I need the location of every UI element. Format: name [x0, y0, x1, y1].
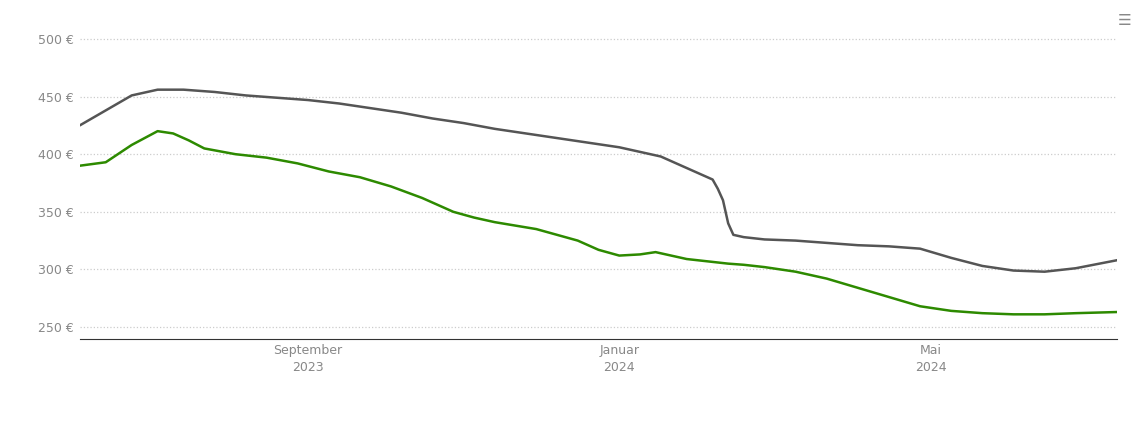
Text: ☰: ☰	[1117, 13, 1131, 28]
